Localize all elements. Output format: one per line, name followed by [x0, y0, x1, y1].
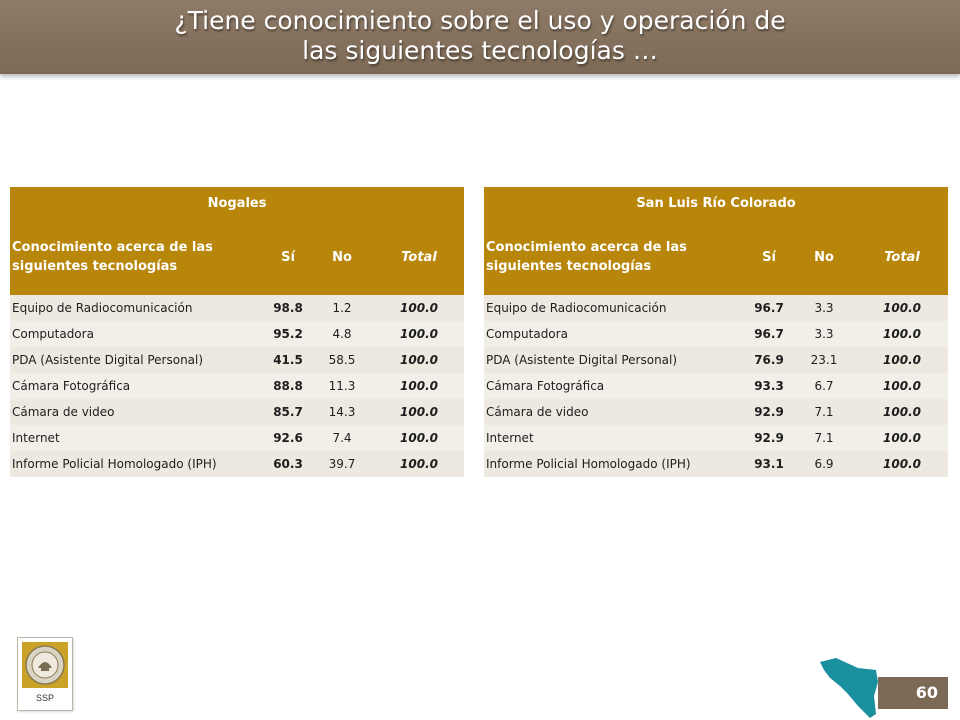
table-row: Cámara Fotográfica 88.8 11.3 100.0: [10, 373, 465, 399]
table-row: Cámara de video 85.7 14.3 100.0: [10, 399, 465, 425]
row-technology: Equipo de Radiocomunicación: [484, 295, 746, 321]
row-no-value: 1.2: [310, 295, 374, 321]
slide-title-line-2: las siguientes tecnologías …: [302, 36, 658, 65]
row-no-value: 7.4: [310, 425, 374, 451]
sonora-map-icon: [820, 658, 878, 718]
row-total-value: 100.0: [856, 425, 949, 451]
row-technology: Computadora: [10, 321, 266, 347]
row-total-value: 100.0: [374, 347, 465, 373]
row-si-value: 98.8: [266, 295, 310, 321]
row-no-value: 7.1: [792, 399, 856, 425]
row-si-value: 92.9: [746, 425, 792, 451]
column-header-no: No: [310, 219, 374, 295]
row-total-value: 100.0: [856, 451, 949, 477]
slide-title-bar: ¿Tiene conocimiento sobre el uso y opera…: [0, 0, 960, 74]
row-technology: Equipo de Radiocomunicación: [10, 295, 266, 321]
row-technology: Internet: [484, 425, 746, 451]
row-si-value: 96.7: [746, 295, 792, 321]
row-total-value: 100.0: [374, 451, 465, 477]
table-row: Computadora 96.7 3.3 100.0: [484, 321, 949, 347]
row-technology: Cámara de video: [10, 399, 266, 425]
row-no-value: 7.1: [792, 425, 856, 451]
table-city-header: San Luis Río Colorado: [484, 187, 949, 219]
row-no-value: 58.5: [310, 347, 374, 373]
row-si-value: 92.9: [746, 399, 792, 425]
row-technology: Cámara Fotográfica: [484, 373, 746, 399]
row-technology: PDA (Asistente Digital Personal): [10, 347, 266, 373]
column-header-total: Total: [856, 219, 949, 295]
row-technology: Cámara de video: [484, 399, 746, 425]
ssp-logo: SSP: [17, 637, 73, 711]
row-total-value: 100.0: [374, 295, 465, 321]
table-row: Internet 92.6 7.4 100.0: [10, 425, 465, 451]
row-no-value: 11.3: [310, 373, 374, 399]
ssp-seal-icon: [22, 642, 68, 688]
table-row: Equipo de Radiocomunicación 96.7 3.3 100…: [484, 295, 949, 321]
row-total-value: 100.0: [374, 321, 465, 347]
column-header-description: Conocimiento acerca de las siguientes te…: [484, 219, 746, 295]
table-row: PDA (Asistente Digital Personal) 76.9 23…: [484, 347, 949, 373]
row-technology: Informe Policial Homologado (IPH): [10, 451, 266, 477]
row-si-value: 95.2: [266, 321, 310, 347]
table-nogales: Nogales Conocimiento acerca de las sigui…: [10, 187, 465, 477]
page-number: 60: [878, 677, 948, 709]
table-row: Informe Policial Homologado (IPH) 93.1 6…: [484, 451, 949, 477]
row-technology: Computadora: [484, 321, 746, 347]
table-city-header: Nogales: [10, 187, 465, 219]
table-row: Computadora 95.2 4.8 100.0: [10, 321, 465, 347]
row-total-value: 100.0: [374, 373, 465, 399]
row-si-value: 93.1: [746, 451, 792, 477]
table-row: Equipo de Radiocomunicación 98.8 1.2 100…: [10, 295, 465, 321]
row-total-value: 100.0: [856, 321, 949, 347]
slide-title-line-1: ¿Tiene conocimiento sobre el uso y opera…: [174, 6, 786, 35]
column-header-no: No: [792, 219, 856, 295]
row-total-value: 100.0: [856, 295, 949, 321]
ssp-logo-label: SSP: [35, 693, 54, 703]
row-total-value: 100.0: [856, 347, 949, 373]
row-technology: PDA (Asistente Digital Personal): [484, 347, 746, 373]
row-si-value: 41.5: [266, 347, 310, 373]
row-total-value: 100.0: [374, 399, 465, 425]
row-no-value: 3.3: [792, 321, 856, 347]
table-row: Informe Policial Homologado (IPH) 60.3 3…: [10, 451, 465, 477]
row-si-value: 88.8: [266, 373, 310, 399]
row-si-value: 96.7: [746, 321, 792, 347]
row-total-value: 100.0: [856, 399, 949, 425]
column-header-si: Sí: [746, 219, 792, 295]
table-san-luis-rio-colorado: San Luis Río Colorado Conocimiento acerc…: [484, 187, 949, 477]
table-row: Cámara de video 92.9 7.1 100.0: [484, 399, 949, 425]
row-si-value: 60.3: [266, 451, 310, 477]
row-no-value: 39.7: [310, 451, 374, 477]
row-total-value: 100.0: [856, 373, 949, 399]
table-row: Internet 92.9 7.1 100.0: [484, 425, 949, 451]
row-si-value: 92.6: [266, 425, 310, 451]
row-no-value: 4.8: [310, 321, 374, 347]
column-header-description: Conocimiento acerca de las siguientes te…: [10, 219, 266, 295]
table-row: PDA (Asistente Digital Personal) 41.5 58…: [10, 347, 465, 373]
row-no-value: 23.1: [792, 347, 856, 373]
row-no-value: 6.7: [792, 373, 856, 399]
row-si-value: 93.3: [746, 373, 792, 399]
table-row: Cámara Fotográfica 93.3 6.7 100.0: [484, 373, 949, 399]
row-technology: Internet: [10, 425, 266, 451]
row-si-value: 76.9: [746, 347, 792, 373]
column-header-total: Total: [374, 219, 465, 295]
row-no-value: 3.3: [792, 295, 856, 321]
row-technology: Cámara Fotográfica: [10, 373, 266, 399]
row-no-value: 6.9: [792, 451, 856, 477]
column-header-si: Sí: [266, 219, 310, 295]
row-no-value: 14.3: [310, 399, 374, 425]
row-si-value: 85.7: [266, 399, 310, 425]
row-technology: Informe Policial Homologado (IPH): [484, 451, 746, 477]
row-total-value: 100.0: [374, 425, 465, 451]
